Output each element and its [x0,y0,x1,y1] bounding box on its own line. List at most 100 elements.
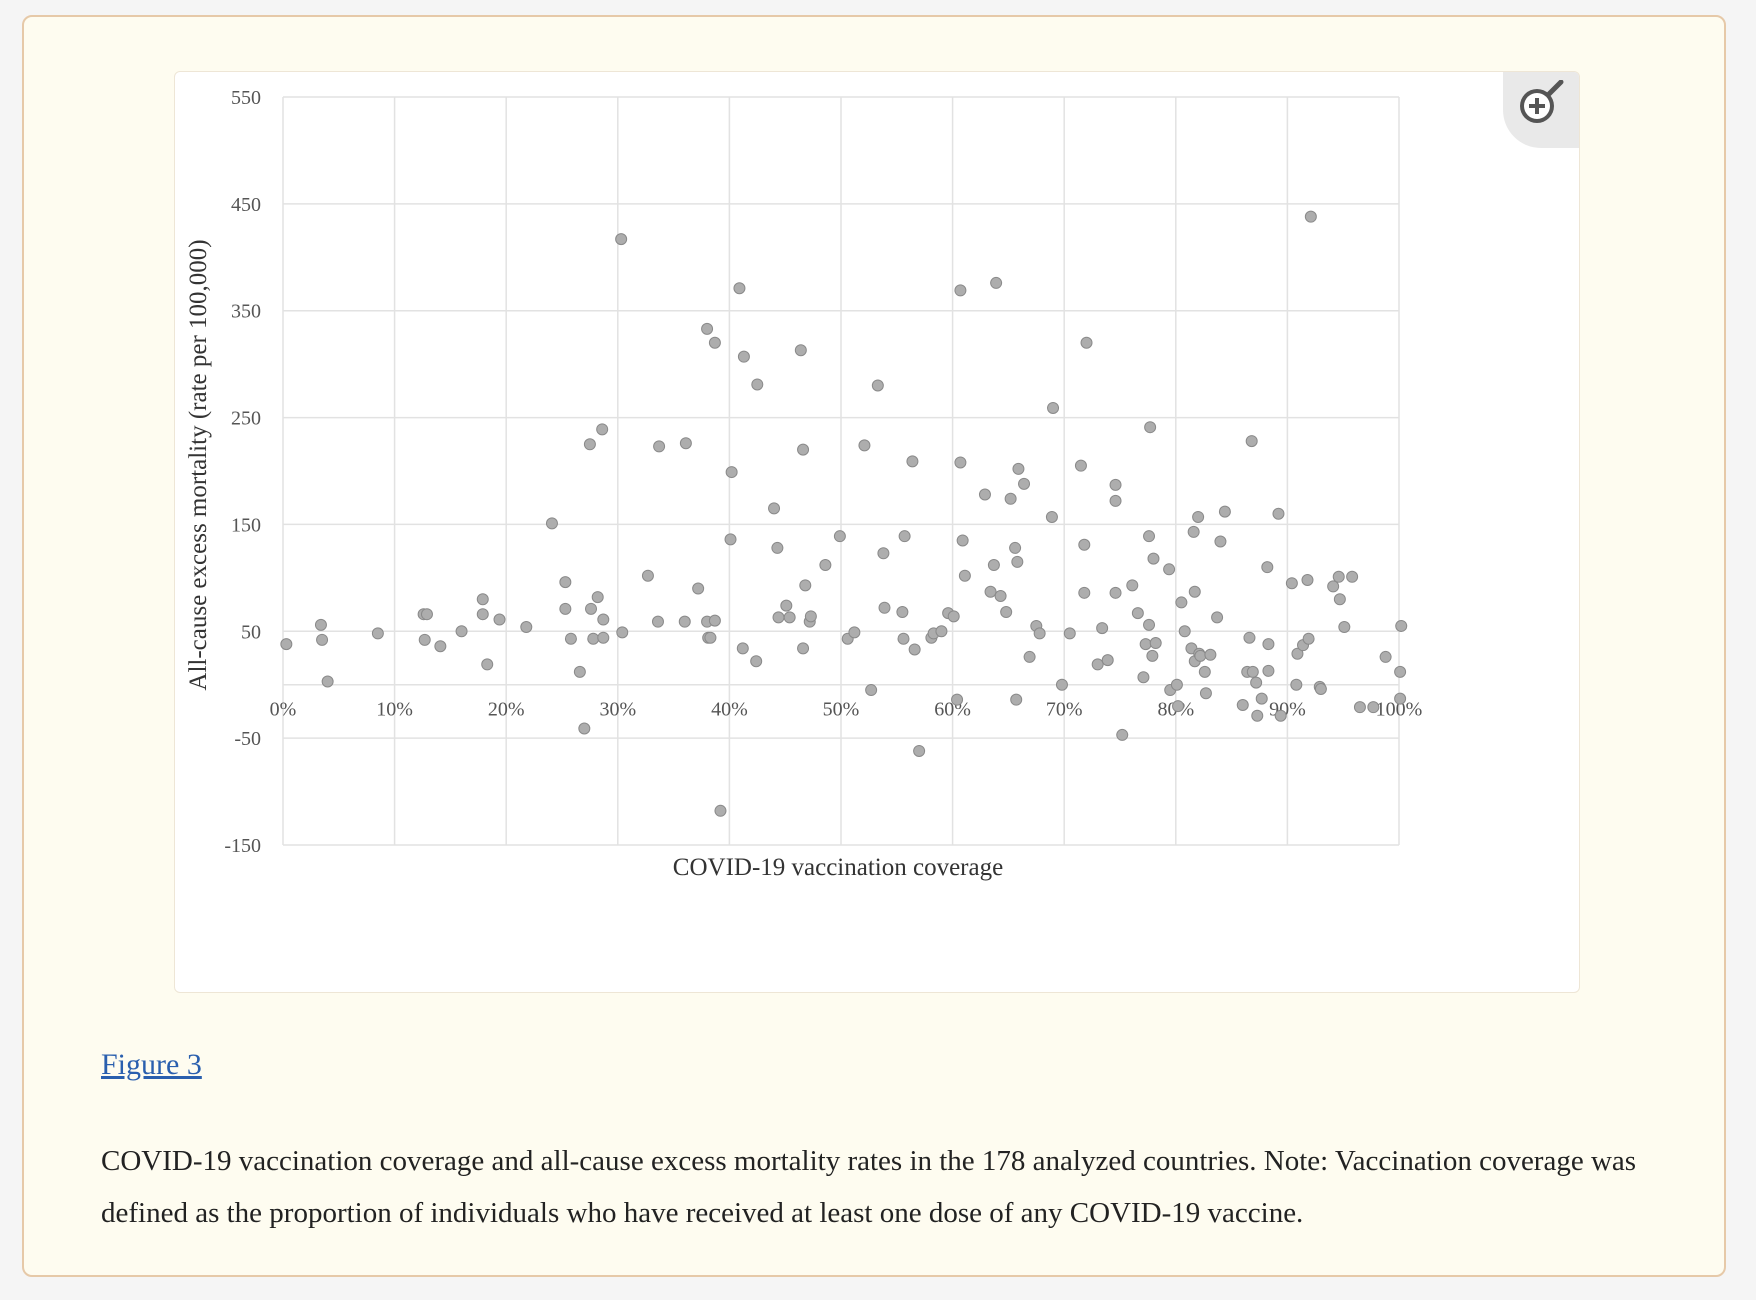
data-point [679,437,692,450]
data-point [1327,580,1340,593]
figure-link[interactable]: Figure 3 [101,1048,202,1081]
data-point [1010,693,1023,706]
data-point [1192,510,1205,523]
data-point [704,631,717,644]
data-point [455,625,468,638]
x-tick-label: 60% [934,698,971,720]
data-point [481,658,494,671]
data-point [578,722,591,735]
data-point [1262,638,1275,651]
data-point [583,438,596,451]
data-point [573,665,586,678]
data-point [434,640,447,653]
data-point [1018,477,1031,490]
data-point [1301,573,1314,586]
data-point [1163,563,1176,576]
data-point [1194,649,1207,662]
zoom-button[interactable] [1503,72,1579,148]
data-point [833,530,846,543]
data-point [1137,671,1150,684]
data-point [701,322,714,335]
data-point [733,282,746,295]
data-point [1250,676,1263,689]
figure-image[interactable]: 0%10%20%30%40%50%60%70%80%90%100% 550450… [174,71,1580,993]
data-point [1395,619,1408,632]
data-point [1109,478,1122,491]
y-tick-label: 550 [231,87,261,109]
data-point [878,601,891,614]
data-point [858,439,871,452]
data-point [1394,665,1407,678]
data-point [954,456,967,469]
x-tick-label: 100% [1376,698,1423,720]
data-point [1146,649,1159,662]
data-point [947,610,960,623]
x-axis-title: COVID-19 vaccination coverage [673,854,1003,881]
data-point [1302,632,1315,645]
x-tick-label: 20% [488,698,525,720]
data-point [1243,631,1256,644]
data-point [708,336,721,349]
data-point [1214,535,1227,548]
data-point [641,569,654,582]
data-point [1338,621,1351,634]
data-point [1011,555,1024,568]
data-point [1394,692,1407,705]
data-point [1144,421,1157,434]
data-point [994,590,1007,603]
data-point [564,632,577,645]
data-point [780,599,793,612]
data-point [725,466,738,479]
data-point [1198,665,1211,678]
x-tick-label: 10% [376,698,413,720]
data-point [615,233,628,246]
data-point [616,626,629,639]
data-point [1012,462,1025,475]
data-point [559,602,572,615]
data-point [1080,336,1093,349]
data-point [591,591,604,604]
data-point [1078,586,1091,599]
data-point [1332,570,1345,583]
data-point [794,344,807,357]
data-point [1188,585,1201,598]
chart-grid [282,96,1400,846]
data-point [476,593,489,606]
x-tick-label: 0% [270,698,297,720]
data-point [596,423,609,436]
data-point [1147,552,1160,565]
data-point [1353,701,1366,714]
data-point [585,602,598,615]
y-tick-label: 150 [231,514,261,536]
data-point [1047,401,1060,414]
data-point [1218,505,1231,518]
data-point [1116,728,1129,741]
data-point [896,606,909,619]
y-tick-label: -150 [224,835,261,857]
data-point [1261,561,1274,574]
data-point [1101,654,1114,667]
data-point [1304,210,1317,223]
figure-caption: COVID-19 vaccination coverage and all-ca… [101,1145,1637,1229]
x-tick-label: 70% [1046,698,1083,720]
data-point [653,440,666,453]
data-point [1367,701,1380,714]
data-point [1023,650,1036,663]
data-point [1149,637,1162,650]
data-point [371,627,384,640]
data-point [1246,665,1259,678]
data-point [1143,618,1156,631]
data-point [1055,678,1068,691]
data-point [978,488,991,501]
data-point [1078,538,1091,551]
data-point [908,643,921,656]
data-point [987,559,1000,572]
data-point [804,610,817,623]
data-point [1285,577,1298,590]
data-point [1274,709,1287,722]
data-point [1131,607,1144,620]
data-point [1251,709,1264,722]
data-point [848,626,861,639]
data-point [736,642,749,655]
data-point [1379,650,1392,663]
